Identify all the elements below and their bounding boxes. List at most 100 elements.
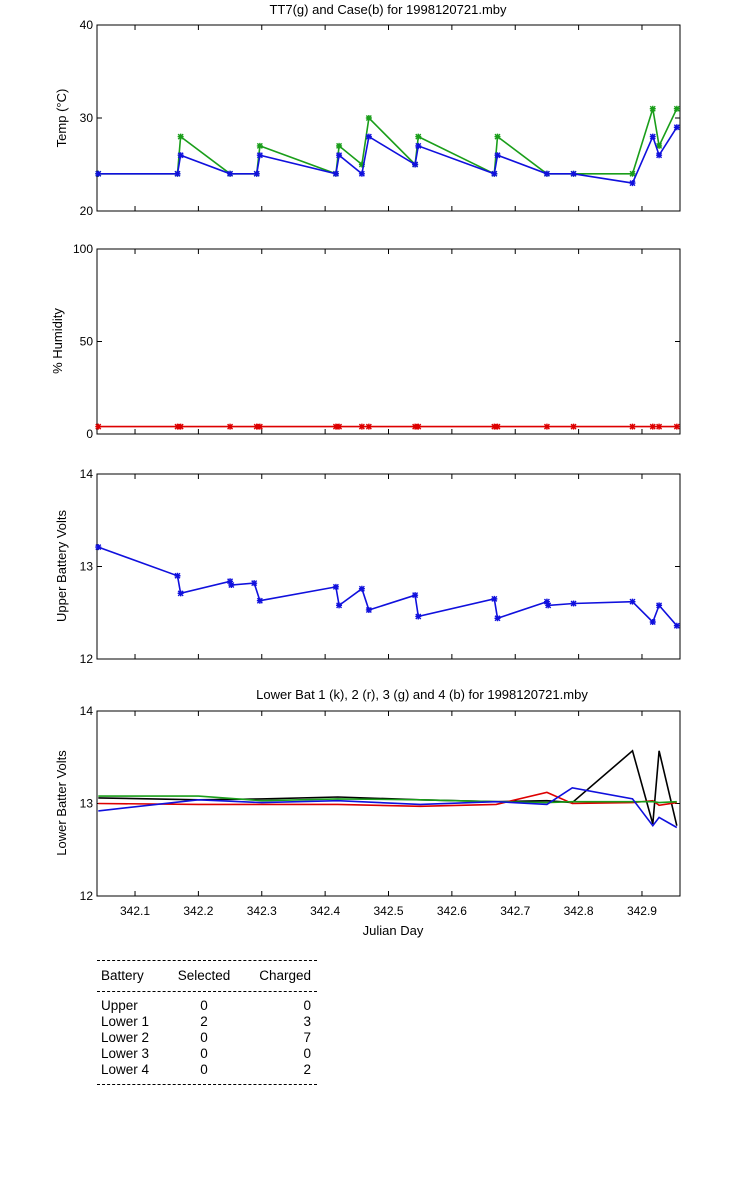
cell-battery: Lower 1: [101, 1014, 150, 1029]
temp-series-case-point: [336, 152, 343, 159]
cell-selected: 0: [200, 1030, 208, 1045]
humidity-series-humidity-point: [491, 423, 498, 430]
header-battery: Battery: [101, 968, 144, 983]
x-axis-label: Julian Day: [363, 923, 424, 938]
humidity-series-humidity-point: [227, 423, 234, 430]
temp-series-case-point: [649, 133, 656, 140]
table-rule-bottom: [97, 1084, 317, 1085]
temp-series-case-point: [673, 124, 680, 131]
x-tick-labels: 342.1 342.2 342.3 342.4 342.5 342.6 342.7 342.8…: [120, 904, 657, 918]
temp-series-tt7-point: [336, 142, 343, 149]
temp-ytick-label: 30: [80, 111, 94, 125]
table-row: Lower 1 2 3: [97, 1014, 317, 1030]
upper-series-upper-point: [177, 590, 184, 597]
x-tick-label: 342.6: [437, 904, 467, 918]
lower-ytick-label: 14: [80, 704, 94, 718]
temp-frame: [96, 24, 681, 212]
upper-series-upper-point: [415, 613, 422, 620]
humidity-series-humidity-point: [174, 423, 181, 430]
temp-series-case-point: [365, 133, 372, 140]
temp-series-case-point: [543, 170, 550, 177]
temp-series-case-point: [256, 152, 263, 159]
upper-series-upper-point: [494, 615, 501, 622]
cell-charged: 3: [303, 1014, 311, 1029]
upper-series-upper-point: [336, 602, 343, 609]
x-tick-label: 342.2: [183, 904, 213, 918]
cell-battery: Lower 2: [101, 1030, 150, 1045]
lower-series-lower-1-line: [98, 749, 678, 826]
temp-series-tt7-point: [656, 142, 663, 149]
temp-series-case-point: [253, 170, 260, 177]
x-tick-label: 342.7: [500, 904, 530, 918]
cell-battery: Lower 3: [101, 1046, 150, 1061]
upper-series-upper-point: [491, 595, 498, 602]
temp-series-case-point: [494, 152, 501, 159]
humidity-ticks: 0 50 100: [73, 242, 680, 441]
cell-selected: 0: [200, 1062, 208, 1077]
temp-series-tt7-point: [494, 133, 501, 140]
humidity-frame: [96, 248, 681, 435]
temp-marks: [95, 105, 680, 187]
upper-marks: [95, 544, 680, 629]
temp-ylabel: Temp (°C): [54, 89, 69, 148]
upper-series-upper-point: [656, 602, 663, 609]
humidity-series-humidity-point: [656, 423, 663, 430]
temp-series-case-point: [656, 152, 663, 159]
cell-selected: 0: [200, 1046, 208, 1061]
temp-series-tt7-line: [98, 108, 678, 176]
upper-frame: [96, 473, 681, 660]
temp-series-tt7-point: [365, 115, 372, 121]
humidity-series-humidity-point: [95, 423, 102, 430]
upper-series-upper-point: [358, 585, 365, 592]
temp-series-case-point: [629, 180, 636, 187]
humidity-series-humidity-point: [256, 423, 263, 430]
upper-series-upper-point: [629, 598, 636, 605]
cell-charged: 2: [303, 1062, 311, 1077]
upper-series-upper-point: [545, 602, 552, 609]
humidity-series-humidity-point: [412, 423, 419, 430]
humidity-series-humidity-point: [673, 423, 680, 430]
temp-ytick-label: 20: [80, 204, 94, 218]
temp-series-case-point: [332, 170, 339, 177]
temp-series-tt7-point: [358, 161, 365, 168]
humidity-marks: [95, 423, 680, 430]
temp-series-tt7-point: [177, 133, 184, 140]
x-tick-label: 342.8: [564, 904, 594, 918]
temp-series-case-point: [95, 170, 102, 177]
upper-ticks: 12 13 14: [80, 467, 680, 666]
upper-series-upper-point: [227, 578, 234, 585]
upper-ytick-label: 13: [80, 560, 94, 574]
upper-series-upper-point: [256, 597, 263, 604]
temp-ticks: 20 30 40: [80, 18, 680, 218]
lower-title: Lower Bat 1 (k), 2 (r), 3 (g) and 4 (b) …: [256, 687, 588, 702]
header-selected: Selected: [177, 968, 231, 983]
humidity-series-humidity-point: [494, 423, 501, 430]
temp-title: TT7(g) and Case(b) for 1998120721.mby: [269, 2, 507, 17]
table-rule-top: [97, 960, 317, 961]
humidity-ytick-label: 100: [73, 242, 93, 256]
humidity-series-humidity-point: [649, 423, 656, 430]
temp-series-case-point: [177, 152, 184, 159]
upper-series-upper-point: [412, 592, 419, 599]
upper-ytick-label: 12: [80, 652, 94, 666]
humidity-series-humidity-point: [177, 423, 184, 430]
upper-series-upper-point: [174, 572, 181, 579]
upper-series-upper-point: [649, 619, 656, 625]
table-rule-mid: [97, 991, 317, 992]
lower-ylabel: Lower Batter Volts: [54, 750, 69, 856]
cell-battery: Upper: [101, 998, 138, 1013]
temp-series-case-point: [415, 142, 422, 149]
humidity-series-humidity-point: [253, 423, 260, 430]
upper-series-upper-point: [543, 598, 550, 605]
cell-selected: 2: [200, 1014, 208, 1029]
lower-marks: [98, 749, 678, 829]
lower-ytick-label: 13: [80, 797, 94, 811]
humidity-series-humidity-point: [543, 423, 550, 430]
temp-ytick-label: 40: [80, 18, 94, 32]
humidity-ytick-label: 50: [80, 335, 94, 349]
table-row: Upper 0 0: [97, 998, 317, 1014]
temp-series-case-point: [358, 170, 365, 177]
upper-ylabel: Upper Battery Volts: [54, 510, 69, 622]
upper-series-upper-point: [228, 582, 235, 588]
